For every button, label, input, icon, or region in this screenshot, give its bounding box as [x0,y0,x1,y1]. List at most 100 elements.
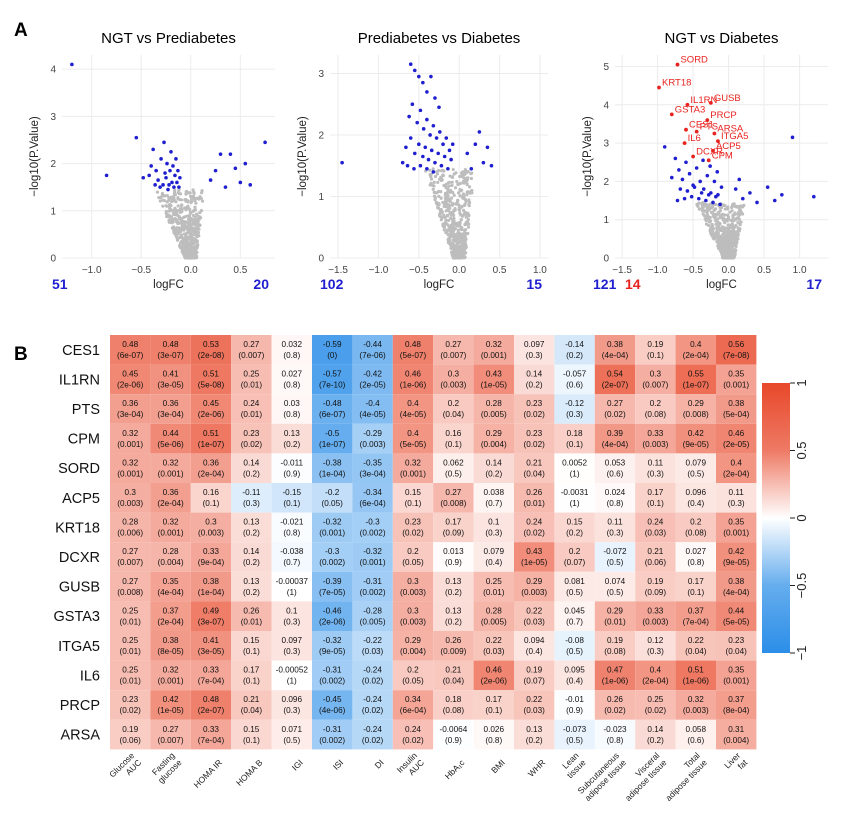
cell-pvalue: (0.6) [687,736,704,745]
cell-correlation: 0.17 [486,695,502,704]
nonsignificant-point [456,228,460,232]
heatmap-cell [675,423,716,454]
significant-point [755,200,759,205]
nonsignificant-point [171,195,175,199]
column-label: HbA₁c [443,757,467,781]
cell-correlation: 0.38 [728,577,744,586]
cell-correlation: 0.47 [607,666,623,675]
heatmap-cell [271,660,312,691]
heatmap-cell [271,542,312,572]
heatmap-cell [594,542,636,572]
nonsignificant-point [444,209,448,213]
heatmap-cell [150,542,191,572]
cell-correlation: 0.3 [125,488,137,497]
cell-correlation: 0.19 [647,577,663,586]
nonsignificant-point [467,214,471,218]
cell-correlation: 0.053 [605,458,626,467]
correlation-heatmap: CES1 0.48 (6e-07) 0.48 (3e-07) 0.53 (2e-08) 0.2… [54,335,809,803]
heatmap-cell [635,660,676,691]
nonsignificant-point [167,209,171,213]
row-label-ces1: CES1 [62,343,100,359]
nonsignificant-point [441,222,445,226]
cell-correlation: 0.33 [203,725,219,734]
cell-correlation: 0.17 [647,488,663,497]
heatmap-cell [352,631,393,661]
cell-correlation: 0.32 [688,695,704,704]
nonsignificant-point [179,198,183,202]
heatmap-cell [594,719,636,750]
nonsignificant-point [704,219,708,223]
cell-pvalue: (0.007) [238,351,264,360]
cell-pvalue: (1e-06) [400,381,427,390]
cell-correlation: 0.54 [607,370,623,379]
heatmap-cell [433,631,474,661]
cell-correlation: 0.2 [569,547,581,556]
heatmap-cell [271,483,312,513]
nonsignificant-point [723,221,727,225]
cell-correlation: 0.03 [284,399,300,408]
cell-correlation: -0.5 [325,429,340,438]
nonsignificant-point [725,230,729,234]
significant-point [701,187,706,191]
nonsignificant-point [716,231,720,235]
nonsignificant-point [160,194,164,198]
nonsignificant-point [719,243,723,247]
y-axis-label: −log10(P.Value) [297,116,309,197]
cell-correlation: 0.23 [526,429,542,438]
significant-point [698,179,702,184]
significant-point [696,196,701,201]
cell-pvalue: (0.004) [723,736,749,745]
cell-pvalue: (0.02) [524,529,546,538]
nonsignificant-point [731,237,735,242]
heatmap-cell [392,394,434,424]
heatmap-cell [110,394,151,424]
heatmap-cell [271,453,312,483]
significant-point [340,160,344,165]
nonsignificant-point [731,256,735,260]
nonsignificant-point [181,220,185,224]
significant-point [433,160,437,165]
nonsignificant-point [200,199,205,203]
x-axis-label: logFC [424,279,455,291]
cell-correlation: 0.032 [282,340,303,349]
heatmap-cell [594,394,636,424]
nonsignificant-point [449,216,453,220]
x-tick-label: −1.5 [328,265,348,276]
x-tick-label: −1.0 [82,265,102,276]
heatmap-cell [473,571,514,602]
cell-pvalue: (0.02) [362,706,384,715]
cell-correlation: 0.2 [448,399,460,408]
cell-correlation: 0.24 [526,518,542,527]
nonsignificant-point [462,248,466,252]
cell-pvalue: (7e-04) [198,677,225,686]
cell-correlation: 0.15 [243,636,259,645]
heatmap-cell [554,335,595,365]
nonsignificant-point [457,207,461,212]
colorbar [762,383,790,653]
x-tick-label: 1.0 [793,265,807,276]
cell-correlation: 0.25 [122,666,138,675]
heatmap-cell [473,423,514,454]
heatmap-cell [716,660,757,691]
significant-point [151,147,155,152]
nonsignificant-point [185,226,189,231]
nonsignificant-point [180,203,184,207]
heatmap-cell [594,512,636,543]
cell-pvalue: (0.01) [120,677,142,686]
cell-correlation: 0.35 [728,370,744,379]
nonsignificant-point [463,177,467,182]
nonsignificant-point [444,185,448,190]
cell-correlation: 0.22 [688,636,704,645]
nonsignificant-point [450,175,455,179]
cell-correlation: 0.28 [486,399,502,408]
labelled-gene-point [706,158,711,163]
heatmap-cell [190,512,232,543]
heatmap-cell [110,483,151,513]
nonsignificant-point [731,229,735,233]
nonsignificant-point [732,217,736,221]
heatmap-cell [554,394,595,424]
volcano-plot-2: Prediabetes vs Diabetes 0 1 2 3 −1.5 −1.0 −0.5 0… [297,30,548,292]
cell-pvalue: (0.04) [685,647,707,656]
nonsignificant-point [467,185,472,189]
